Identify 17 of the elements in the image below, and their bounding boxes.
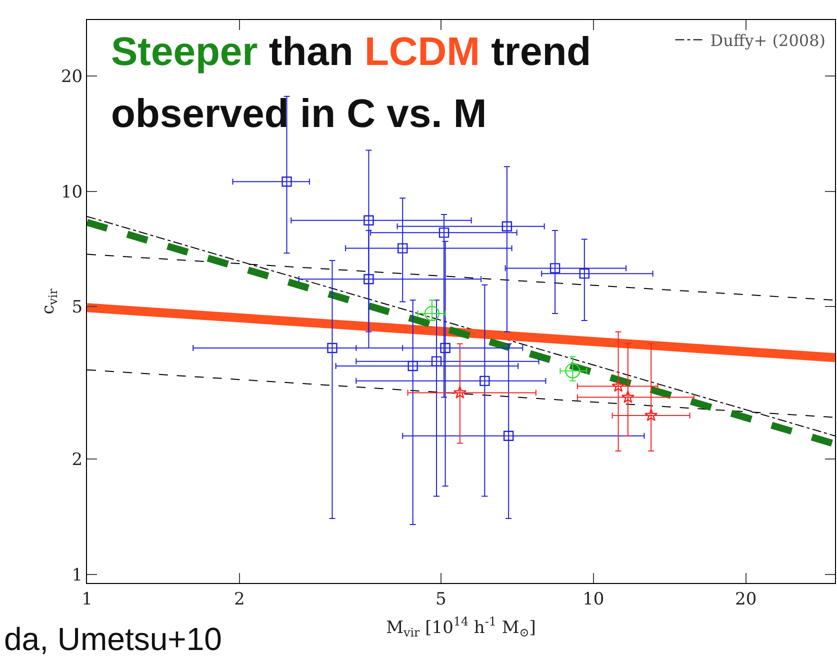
annotation: observed in C vs. M: [111, 92, 487, 136]
x-tick-label: 5: [436, 589, 446, 610]
y-tick-label: 10: [60, 182, 83, 202]
legend-label: Duffy+ (2008): [710, 30, 826, 50]
annotation: than: [268, 30, 354, 74]
annotation: Steeper: [111, 30, 258, 74]
text: M$_{vir}$ [10$^{14}$ h$^{-1}$ M$_{⊙}$]: [386, 614, 536, 640]
text: da, Umetsu+10: [4, 621, 222, 657]
x-tick-label: 10: [582, 589, 604, 610]
y-tick-label: 5: [72, 298, 83, 318]
y-tick-label: 20: [60, 66, 83, 87]
annotation: trend: [491, 30, 592, 74]
x-tick-label: 2: [234, 589, 245, 610]
y-tick-label: 2: [72, 450, 83, 470]
annotation: LCDM: [364, 30, 480, 74]
y-tick-label: 1: [72, 565, 83, 586]
x-tick-label: 20: [735, 589, 757, 610]
